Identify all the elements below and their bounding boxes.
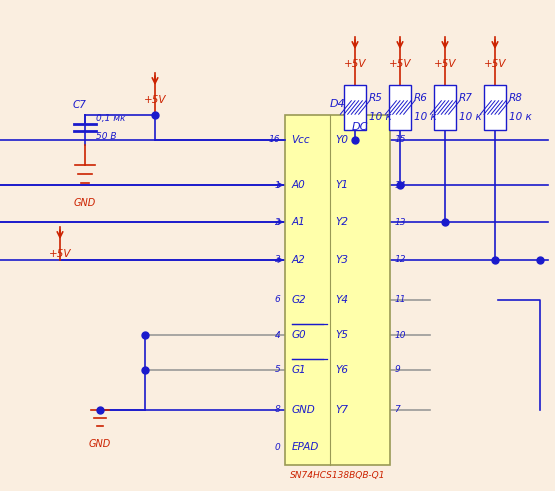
Text: DC: DC [352,122,369,132]
Text: R6: R6 [414,93,428,103]
Bar [434,85,456,130]
Text: A2: A2 [292,255,305,265]
Bar [484,85,506,130]
Text: 10 к: 10 к [369,112,391,122]
Text: 10 к: 10 к [509,112,532,122]
Text: 10: 10 [395,330,406,339]
Text: 10 к: 10 к [414,112,437,122]
Text: Y7: Y7 [336,405,349,415]
Text: G0: G0 [292,330,306,340]
Text: +5V: +5V [49,249,71,259]
Text: +5V: +5V [388,59,411,69]
Text: 5: 5 [275,365,281,375]
Text: 8: 8 [275,406,281,414]
Text: 11: 11 [395,296,406,304]
Text: 9: 9 [395,365,400,375]
Text: GND: GND [74,198,96,208]
Text: Y2: Y2 [336,217,349,227]
Text: 1: 1 [275,181,281,190]
Text: D4: D4 [330,99,345,109]
Text: +5V: +5V [144,95,166,106]
Text: +5V: +5V [484,59,506,69]
Text: Y5: Y5 [336,330,349,340]
Bar [285,115,390,465]
Text: 15: 15 [395,136,406,144]
Text: GND: GND [292,405,315,415]
Text: A0: A0 [292,180,305,190]
Text: G2: G2 [292,295,306,305]
Text: Vcc: Vcc [292,135,310,145]
Bar [389,85,411,130]
Text: Y0: Y0 [336,135,349,145]
Text: 2: 2 [275,218,281,226]
Text: +5V: +5V [434,59,456,69]
Text: 16: 16 [269,136,281,144]
Text: C7: C7 [73,100,87,110]
Text: R7: R7 [459,93,473,103]
Text: EPAD: EPAD [292,442,319,452]
Text: Y1: Y1 [336,180,349,190]
Text: +5V: +5V [344,59,366,69]
Text: G1: G1 [292,365,306,375]
Text: R8: R8 [509,93,523,103]
Text: R5: R5 [369,93,382,103]
Text: A1: A1 [292,217,305,227]
Text: 3: 3 [275,255,281,265]
Text: 0: 0 [275,442,281,452]
Bar [344,85,366,130]
Text: 14: 14 [395,181,406,190]
Text: Y4: Y4 [336,295,349,305]
Text: 10 к: 10 к [459,112,482,122]
Text: 6: 6 [275,296,281,304]
Text: SN74HCS138BQB-Q1: SN74HCS138BQB-Q1 [290,471,385,480]
Text: 12: 12 [395,255,406,265]
Text: 4: 4 [275,330,281,339]
Text: 13: 13 [395,218,406,226]
Text: 50 В: 50 В [96,132,117,140]
Text: Y6: Y6 [336,365,349,375]
Text: GND: GND [89,439,111,449]
Text: 7: 7 [395,406,400,414]
Text: Y3: Y3 [336,255,349,265]
Text: 0,1 мк: 0,1 мк [96,114,125,123]
